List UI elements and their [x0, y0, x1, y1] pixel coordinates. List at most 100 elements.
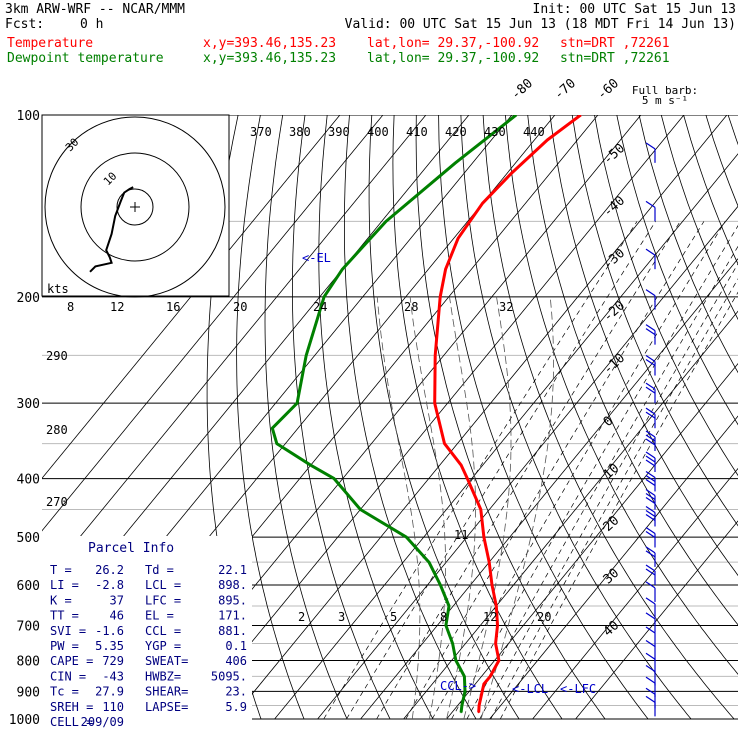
mixing-ratio-label: 8: [67, 300, 74, 314]
moist-adiabat-label: 11: [454, 528, 468, 542]
mixing-ratio-label: 24: [313, 300, 327, 314]
parcel-row-value: 27.9: [95, 685, 124, 699]
dewpoint-point: [445, 625, 447, 627]
theta-e-label: 380: [289, 125, 311, 139]
isotherm-label: 0: [601, 414, 617, 430]
parcel-row-value: 0.1: [225, 639, 247, 653]
parcel-row-label: YGP =: [145, 639, 181, 653]
isotherm-label: 10: [601, 461, 623, 483]
dewpoint-point: [360, 509, 362, 511]
theta-label: 280: [46, 423, 68, 437]
dry-adiabat: [706, 115, 740, 719]
temperature-point: [460, 464, 462, 466]
temperature-point: [434, 355, 436, 357]
lcl-label: <-LCL: [512, 682, 548, 696]
isotherm-label: -40: [601, 193, 628, 220]
dewpoint-point: [448, 605, 450, 607]
dewpoint-point: [385, 221, 387, 223]
dewpoint-point: [333, 478, 335, 480]
pressure-label-600: 600: [17, 579, 40, 594]
dewpoint-point: [310, 464, 312, 466]
dewpoint-point: [272, 427, 274, 429]
temperature-point: [481, 691, 483, 693]
wind-barb: [646, 677, 655, 683]
pressure-label-200: 200: [17, 291, 40, 306]
mixing-ratio-label: 20: [233, 300, 247, 314]
mixing-ratio-label: 28: [404, 300, 418, 314]
parcel-row-label: LI =: [50, 578, 79, 592]
parcel-row-value: 5.9: [225, 700, 247, 714]
mixing-ratio-label: 3: [338, 610, 345, 624]
parcel-row-value: 729: [102, 654, 124, 668]
parcel-row-value: 5.35: [95, 639, 124, 653]
hodo-unit-label: kts: [47, 282, 69, 296]
dry-adiabat: [528, 115, 740, 719]
isotherm-label: -20: [601, 298, 628, 325]
temperature-point: [510, 173, 512, 175]
parcel-row-value: 895.: [218, 593, 247, 607]
parcel-row-value: 26.2: [95, 563, 124, 577]
temperature-point: [491, 584, 493, 586]
wind-barb: [646, 696, 655, 702]
temperature-point: [439, 296, 441, 298]
dewpoint-point: [515, 114, 517, 116]
temperature-point: [478, 712, 480, 714]
wind-barb: [646, 653, 655, 659]
parcel-row-value: 898.: [218, 578, 247, 592]
temperature-point: [498, 660, 500, 662]
pressure-label-100: 100: [17, 109, 40, 124]
dewpoint-point: [440, 584, 442, 586]
parcel-row-value: 406: [225, 654, 247, 668]
isotherm-label: 30: [601, 566, 623, 588]
parcel-row-value: 171.: [218, 609, 247, 623]
isotherm-label: -70: [552, 76, 579, 103]
parcel-row-label: PW =: [50, 639, 79, 653]
pressure-label-400: 400: [17, 473, 40, 488]
parcel-row-value: 110: [102, 700, 124, 714]
parcel-row-value: -1.6: [95, 624, 124, 638]
pressure-label-900: 900: [17, 685, 40, 700]
pressure-label-800: 800: [17, 654, 40, 669]
parcel-row-label: CAPE =: [50, 654, 93, 668]
dewpoint-point: [452, 643, 454, 645]
temperature-point: [495, 643, 497, 645]
parcel-row-label: SVI =: [50, 624, 86, 638]
dewpoint-point: [323, 296, 325, 298]
dewpoint-point: [342, 268, 344, 270]
dry-adiabat: [617, 115, 740, 719]
dry-adiabat: [319, 115, 433, 719]
theta-e-label: 400: [367, 125, 389, 139]
mixing-ratio-label: 16: [166, 300, 180, 314]
parcel-row-label: CIN =: [50, 669, 86, 683]
parcel-row-value: 881.: [218, 624, 247, 638]
parcel-row-label: SWEAT=: [145, 654, 188, 668]
temperature-profile: [435, 115, 581, 712]
mixing-ratio-line: [406, 221, 704, 719]
dewpoint-point: [296, 402, 298, 404]
temperature-point: [480, 509, 482, 511]
mixing-ratio-label: 12: [483, 610, 497, 624]
parcel-row-label: EL =: [145, 609, 174, 623]
wind-barb: [646, 598, 655, 604]
mixing-ratio-label: 2: [298, 610, 305, 624]
dewpoint-point: [406, 536, 408, 538]
moist-adiabat: [447, 297, 476, 719]
isotherm-label: -50: [601, 141, 628, 168]
temperature-point: [488, 561, 490, 563]
parcel-row-value: 5095.: [211, 669, 247, 683]
parcel-row-label: K =: [50, 593, 72, 607]
parcel-row-label: SREH =: [50, 700, 93, 714]
parcel-info-title: Parcel Info: [88, 541, 174, 556]
el-label: <-EL: [302, 251, 331, 265]
pressure-label-1000: 1000: [9, 713, 40, 728]
parcel-row-label: Tc =: [50, 685, 79, 699]
pressure-label-300: 300: [17, 397, 40, 412]
parcel-row-label: TT =: [50, 609, 79, 623]
parcel-row-value: 23.: [225, 685, 247, 699]
parcel-row-label: HWBZ=: [145, 669, 181, 683]
moist-adiabat: [481, 297, 554, 719]
temperature-point: [444, 443, 446, 445]
temperature-point: [580, 114, 582, 116]
dry-adiabat: [728, 115, 740, 719]
parcel-row-value: -2.8: [95, 578, 124, 592]
